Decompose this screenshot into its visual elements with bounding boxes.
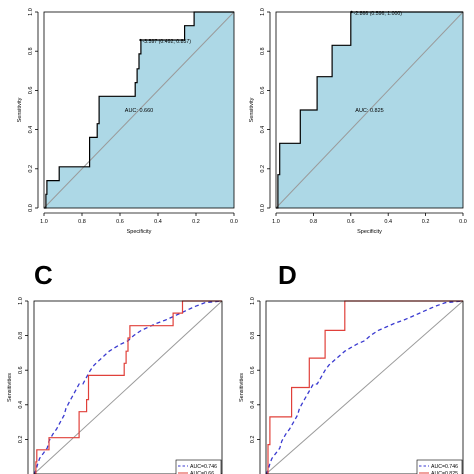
x-tick-label-b: 1.0: [272, 219, 280, 225]
plot-frame-b: [275, 11, 464, 209]
diagonal-reference-b: [275, 11, 464, 209]
diagonal-reference-a: [43, 11, 235, 209]
panel-b: 0.0 0.2 0.4 0.6 0.8 1.0 Sensitivity 1.0 0.8 0.6 0.…: [249, 8, 467, 235]
x-tick-label-a: 1.0: [40, 219, 48, 225]
y-axis-title-a: Sensitivity: [17, 97, 23, 122]
x-tick-label-a: 0.0: [230, 219, 238, 225]
plot-frame-d: [265, 300, 464, 474]
y-axis-title-c: Sensitivities: [7, 373, 13, 402]
y-tick-label-a: 0.4: [28, 126, 34, 134]
y-tick-label-a: 0.8: [28, 47, 34, 55]
roc-curve-d-2: [266, 300, 463, 474]
auc-label-a: AUC: 0.660: [125, 108, 153, 114]
roc-curve-a-1: [44, 11, 234, 209]
y-tick-label-c: 0.2: [18, 436, 24, 444]
x-tick-label-a: 0.6: [116, 219, 124, 225]
threshold-point-a: [139, 38, 142, 42]
legend-box-d: [416, 459, 463, 474]
y-tick-label-c: 0.6: [18, 366, 24, 374]
y-tick-label-b: 0.6: [260, 87, 266, 95]
y-tick-label-a: 1.0: [28, 8, 34, 16]
y-tick-label-b: 1.0: [260, 8, 266, 16]
roc-curve-d-1: [265, 300, 464, 474]
y-tick-label-d: 0.4: [250, 401, 256, 409]
y-tick-label-b: 0.0: [260, 204, 266, 212]
y-axis-title-b: Sensitivity: [249, 97, 255, 122]
panel-label-d: D: [278, 260, 297, 290]
threshold-point-b: [350, 10, 353, 14]
threshold-label-a: -3.597 (0.492, 0.857): [143, 39, 192, 45]
legend-text-d-1: AUC=0.746: [431, 464, 458, 470]
y-tick-label-b: 0.2: [260, 165, 266, 173]
y-tick-label-a: 0.0: [28, 204, 34, 212]
y-tick-label-b: 0.8: [260, 47, 266, 55]
x-tick-label-b: 0.2: [422, 219, 430, 225]
y-tick-label-d: 0.8: [250, 332, 256, 340]
x-tick-label-b: 0.4: [384, 219, 392, 225]
y-tick-label-b: 0.4: [260, 126, 266, 134]
legend-text-c-1: AUC=0.746: [190, 464, 217, 470]
auc-label-b: AUC: 0.825: [355, 108, 383, 114]
x-tick-label-b: 0.6: [347, 219, 355, 225]
y-tick-label-d: 0.2: [250, 436, 256, 444]
y-axis-title-d: Sensitivities: [239, 373, 245, 402]
panel-a: 0.0 0.2 0.4 0.6 0.8 1.0 Sensitivity 1.0 0.8 0.6 0.…: [17, 8, 238, 235]
y-tick-label-c: 0.4: [18, 401, 24, 409]
x-tick-label-a: 0.8: [78, 219, 86, 225]
diagonal-reference-c: [33, 300, 223, 474]
x-tick-label-b: 0.0: [459, 219, 467, 225]
x-axis-title-b: Specificity: [357, 229, 382, 235]
x-tick-label-b: 0.8: [310, 219, 318, 225]
x-tick-label-a: 0.4: [154, 219, 162, 225]
threshold-label-b: -2.866 (0.596, 1.000): [354, 11, 403, 17]
legend-text-d-2: AUC=0.825: [431, 471, 458, 474]
y-tick-label-d: 1.0: [250, 297, 256, 305]
panel-label-c: C: [34, 260, 53, 290]
x-axis-title-a: Specificity: [127, 229, 152, 235]
y-tick-label-c: 1.0: [18, 297, 24, 305]
panel-d: 0.2 0.4 0.6 0.8 1.0 Sensitivities D AUC=0.746AU…: [239, 260, 464, 474]
y-tick-label-a: 0.6: [28, 87, 34, 95]
diagonal-reference-d: [265, 300, 464, 474]
y-tick-label-a: 0.2: [28, 165, 34, 173]
roc-curve-b-1: [276, 11, 463, 209]
plot-frame-c: [33, 300, 223, 474]
plot-frame-a: [43, 11, 235, 209]
x-tick-label-a: 0.2: [192, 219, 200, 225]
legend-text-c-2: AUC=0.66: [190, 471, 214, 474]
y-tick-label-c: 0.8: [18, 332, 24, 340]
panel-c: 0.2 0.4 0.6 0.8 1.0 Sensitivities C AUC=0.746AU…: [7, 260, 223, 474]
roc-curve-c-2: [34, 300, 222, 474]
y-tick-label-d: 0.6: [250, 366, 256, 374]
legend-box-c: [175, 459, 222, 474]
